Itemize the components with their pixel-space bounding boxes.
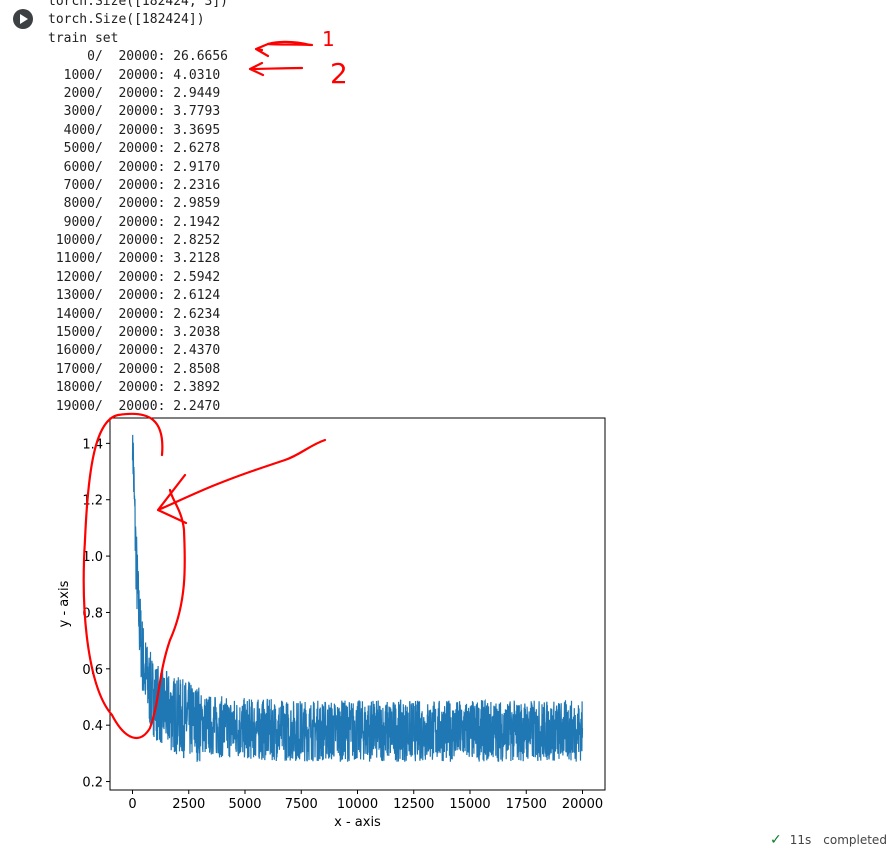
log-line: 19000/ 20000: 2.2470: [48, 398, 221, 414]
x-tick-label: 20000: [562, 797, 603, 812]
y-tick-label: 1.0: [82, 550, 103, 565]
x-tick-label: 10000: [337, 797, 378, 812]
loss-plot: 0 2500 5000 7500 10000 12500 15000 17500 20000 0.…: [44, 410, 624, 835]
log-line: 5000/ 20000: 2.6278: [48, 141, 221, 157]
log-line: 11000/ 20000: 3.2128: [48, 251, 221, 267]
log-line: 8000/ 20000: 2.9859: [48, 196, 221, 212]
check-icon: ✓: [770, 832, 782, 848]
arrow-1-icon: [254, 40, 312, 58]
x-tick-label: 17500: [506, 797, 547, 812]
chart-svg: 0 2500 5000 7500 10000 12500 15000 17500 20000 0.…: [57, 417, 606, 830]
status-time: 11s: [789, 833, 812, 847]
output-line: torch.Size([182424, 3]): [48, 0, 229, 9]
output-line: train set: [48, 30, 119, 46]
y-tick-label: 1.2: [82, 494, 103, 509]
arrow-2-icon: [248, 61, 304, 77]
log-line: 13000/ 20000: 2.6124: [48, 288, 221, 304]
cell-gutter: [0, 0, 44, 844]
output-line: torch.Size([182424]): [48, 12, 205, 28]
y-tick-label: 0.6: [82, 663, 103, 678]
annotation-label-1: 1: [322, 27, 335, 51]
y-axis-label: y - axis: [57, 580, 72, 627]
y-tick-label: 0.2: [82, 776, 103, 791]
log-line: 4000/ 20000: 3.3695: [48, 122, 221, 138]
log-line: 14000/ 20000: 2.6234: [48, 306, 221, 322]
x-axis-label: x - axis: [334, 815, 381, 830]
x-tick-label: 15000: [449, 797, 490, 812]
log-line: 7000/ 20000: 2.2316: [48, 177, 221, 193]
log-line: 12000/ 20000: 2.5942: [48, 269, 221, 285]
x-tick-label: 2500: [172, 797, 205, 812]
log-line: 16000/ 20000: 2.4370: [48, 343, 221, 359]
y-tick-label: 0.4: [82, 719, 103, 734]
x-tick-label: 0: [128, 797, 136, 812]
x-tick-label: 12500: [393, 797, 434, 812]
y-tick-label: 1.4: [82, 437, 103, 452]
log-line: 0/ 20000: 26.6656: [48, 49, 229, 65]
log-line: 3000/ 20000: 3.7793: [48, 104, 221, 120]
log-line: 18000/ 20000: 2.3892: [48, 380, 221, 396]
log-line: 1000/ 20000: 4.0310: [48, 67, 221, 83]
cell-output: torch.Size([182424, 3]) torch.Size([18242…: [48, 0, 228, 416]
log-line: 2000/ 20000: 2.9449: [48, 85, 221, 101]
x-tick-label: 7500: [285, 797, 318, 812]
loss-series-line: [131, 434, 584, 762]
y-tick-label: 0.8: [82, 606, 103, 621]
status-text: completed: [823, 833, 886, 847]
log-line: 17000/ 20000: 2.8508: [48, 361, 221, 377]
run-cell-button[interactable]: [13, 9, 33, 29]
log-line: 10000/ 20000: 2.8252: [48, 233, 221, 249]
log-line: 9000/ 20000: 2.1942: [48, 214, 221, 230]
arrow-1-tail: [266, 42, 314, 47]
x-tick-label: 5000: [228, 797, 261, 812]
annotation-label-2: 2: [330, 57, 348, 90]
log-line: 15000/ 20000: 3.2038: [48, 325, 221, 341]
log-line: 6000/ 20000: 2.9170: [48, 159, 221, 175]
